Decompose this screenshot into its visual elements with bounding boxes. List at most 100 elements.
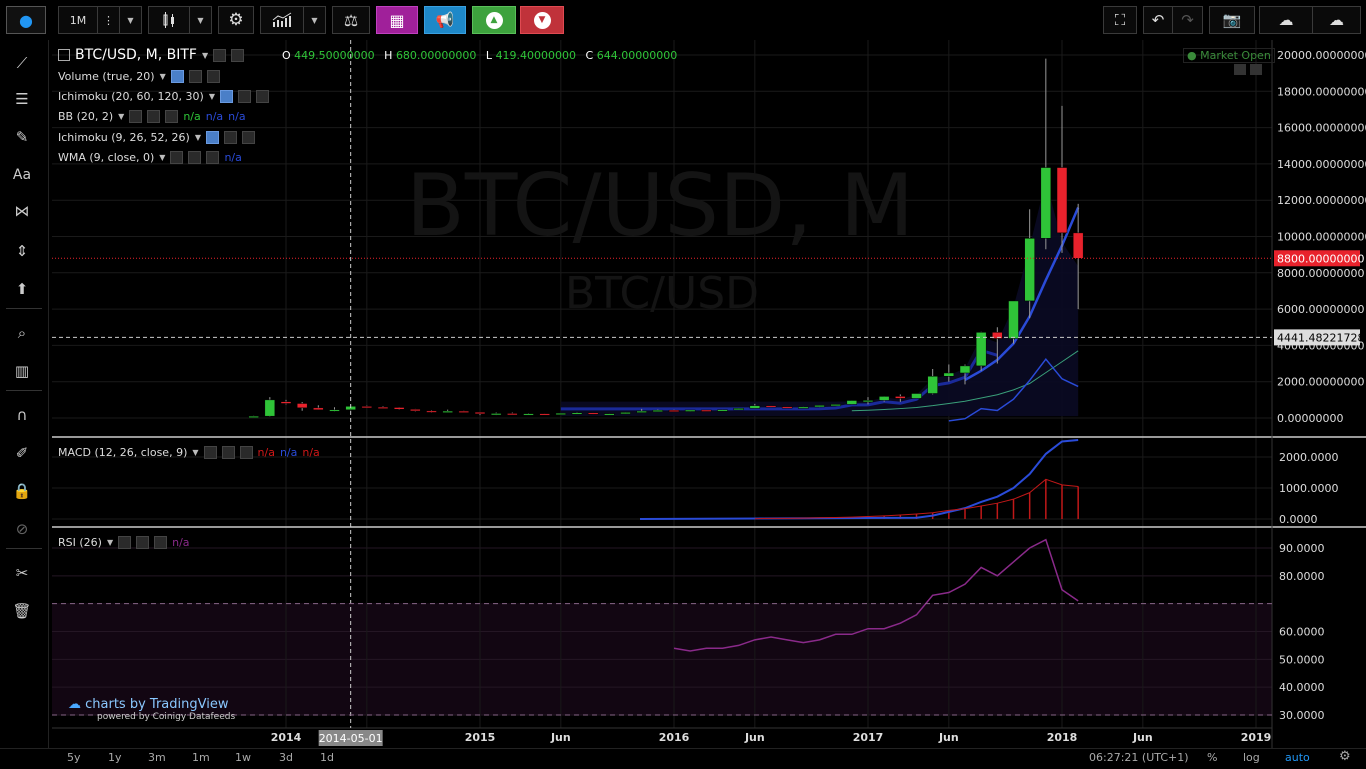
candle-body <box>911 393 922 399</box>
horizontal-lines-icon[interactable]: ☰ <box>15 90 29 108</box>
rsi-axis-label: 30.0000 <box>1279 709 1325 722</box>
eye-icon[interactable] <box>118 536 132 549</box>
close-icon[interactable] <box>154 536 168 549</box>
close-icon[interactable] <box>206 70 220 83</box>
close-icon[interactable] <box>206 151 220 164</box>
buy-button[interactable]: ▲ <box>472 6 516 34</box>
text-tool-icon[interactable]: Aa <box>12 167 32 183</box>
close-icon[interactable] <box>165 110 179 123</box>
settings-icon[interactable] <box>221 446 235 459</box>
indicators-icon <box>272 12 292 27</box>
branding-main[interactable]: ☁ charts by TradingView <box>68 697 228 712</box>
settings-button[interactable]: ⚙ <box>218 6 254 34</box>
settings-icon[interactable] <box>136 536 150 549</box>
price-axis-label: 20000.00000000 <box>1277 49 1366 62</box>
interval-dropdown-icon[interactable]: ▼ <box>120 6 142 34</box>
settings-icon[interactable] <box>223 131 237 144</box>
bb-lower-line <box>948 357 1079 422</box>
load-layout-button[interactable]: ☁ <box>1259 6 1313 34</box>
price-axis-label: 4000.00000000 <box>1277 339 1364 352</box>
eye-icon[interactable] <box>219 90 233 103</box>
caret-down-icon[interactable]: ▼ <box>192 448 199 457</box>
caret-down-icon[interactable]: ▼ <box>106 538 114 547</box>
brush-icon[interactable]: ✎ <box>15 128 29 146</box>
undo-button[interactable]: ↶ <box>1143 6 1173 34</box>
eye-icon[interactable] <box>205 131 219 144</box>
pattern-icon[interactable]: ⋈ <box>14 202 30 220</box>
interval-button[interactable]: 1M <box>58 6 98 34</box>
fullscreen-button[interactable]: ⛶ <box>1103 6 1137 34</box>
close-icon[interactable] <box>255 90 269 103</box>
eye-icon[interactable] <box>203 446 217 459</box>
settings-icon[interactable] <box>147 110 161 123</box>
collapse-icon[interactable] <box>58 49 70 61</box>
close-icon[interactable] <box>241 131 255 144</box>
lock-icon[interactable]: 🔒 <box>12 482 32 500</box>
range-3m[interactable]: 3m <box>148 751 166 764</box>
caret-down-icon[interactable]: ▼ <box>194 133 201 142</box>
compare-button[interactable]: ⚖ <box>332 6 370 34</box>
candle-body <box>878 396 890 401</box>
sell-button[interactable]: ▼ <box>520 6 564 34</box>
log-toggle[interactable]: log <box>1243 751 1260 764</box>
lock-drawing-icon[interactable]: ✐ <box>15 444 29 462</box>
hide-icon[interactable]: ⊘ <box>15 520 29 538</box>
time-axis-label: Jun <box>744 731 765 744</box>
settings-icon[interactable] <box>237 90 251 103</box>
study-ichimoku-2[interactable]: Ichimoku (9, 26, 52, 26) ▼ <box>58 131 255 144</box>
caret-down-icon[interactable]: ▼ <box>159 72 166 81</box>
crosshair-mode-button[interactable]: ● <box>6 6 46 34</box>
range-3d[interactable]: 3d <box>279 751 293 764</box>
eye-icon[interactable] <box>170 70 184 83</box>
candle-body <box>814 405 825 408</box>
cube-button[interactable]: ▦ <box>376 6 418 34</box>
study-ichimoku-1[interactable]: Ichimoku (20, 60, 120, 30) ▼ <box>58 90 269 103</box>
tools-icon[interactable]: ✂ <box>15 564 29 582</box>
chart-style-dropdown-icon[interactable]: ▼ <box>190 6 212 34</box>
save-layout-button[interactable]: ☁ <box>1313 6 1361 34</box>
indicators-button[interactable] <box>260 6 304 34</box>
settings-icon[interactable] <box>213 48 227 62</box>
range-1w[interactable]: 1w <box>235 751 251 764</box>
rsi-axis-label: 50.0000 <box>1279 653 1325 666</box>
indicators-dropdown-icon[interactable]: ▼ <box>304 6 326 34</box>
trash-icon[interactable]: 🗑 <box>12 602 32 620</box>
percent-toggle[interactable]: % <box>1207 751 1218 764</box>
range-5y[interactable]: 5y <box>67 751 81 764</box>
current-price-label: 8800.00000000 <box>1277 252 1364 265</box>
ruler-icon[interactable]: ▥ <box>14 362 30 380</box>
zoom-icon[interactable]: ⌕ <box>17 324 27 342</box>
screenshot-button[interactable]: 📷 <box>1209 6 1255 34</box>
study-volume[interactable]: Volume (true, 20) ▼ <box>58 70 220 83</box>
redo-button[interactable]: ↷ <box>1173 6 1203 34</box>
study-rsi[interactable]: RSI (26) ▼ n/a <box>58 536 190 549</box>
study-macd[interactable]: MACD (12, 26, close, 9) ▼ n/a n/a n/a <box>58 446 320 459</box>
symbol-legend[interactable]: BTC/USD, M, BITF ▼ <box>58 47 245 63</box>
auto-toggle[interactable]: auto <box>1285 751 1310 764</box>
arrow-up-icon[interactable]: ⬆ <box>15 280 29 298</box>
caret-down-icon[interactable]: ▼ <box>159 153 166 162</box>
settings-gear-icon[interactable]: ⚙ <box>1339 749 1351 764</box>
magnet-icon[interactable]: ∩ <box>16 406 28 424</box>
trend-line-icon[interactable]: ⟋ <box>16 54 28 72</box>
study-wma[interactable]: WMA (9, close, 0) ▼ n/a <box>58 151 242 164</box>
chart-style-button[interactable] <box>148 6 190 34</box>
range-1d[interactable]: 1d <box>320 751 334 764</box>
more-icon[interactable] <box>231 48 245 62</box>
more-intervals-icon[interactable]: ⋮ <box>98 6 120 34</box>
range-1y[interactable]: 1y <box>108 751 122 764</box>
caret-down-icon[interactable]: ▼ <box>208 92 215 101</box>
publish-button[interactable]: 📢 <box>424 6 466 34</box>
high-value: 680.00000000 <box>395 49 477 62</box>
measure-icon[interactable]: ⇕ <box>15 242 29 260</box>
eye-icon[interactable] <box>170 151 184 164</box>
settings-icon[interactable] <box>188 151 202 164</box>
eye-icon[interactable] <box>129 110 143 123</box>
study-bb[interactable]: BB (20, 2) ▼ n/a n/a n/a <box>58 110 246 123</box>
caret-down-icon[interactable]: ▼ <box>118 112 125 121</box>
caret-down-icon[interactable]: ▼ <box>201 50 209 60</box>
close-icon[interactable] <box>239 446 253 459</box>
range-1m[interactable]: 1m <box>192 751 210 764</box>
settings-icon[interactable] <box>188 70 202 83</box>
